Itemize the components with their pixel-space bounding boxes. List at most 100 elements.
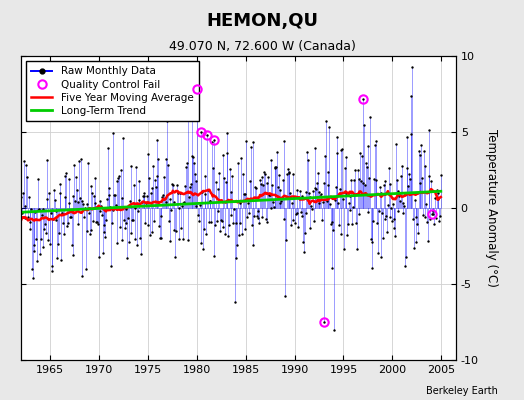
- Point: [214, 186, 223, 192]
- Point: [117, 237, 126, 244]
- Point: [114, 175, 123, 181]
- Point: [191, 202, 200, 209]
- Point: [187, 181, 195, 187]
- Point: [395, 193, 403, 200]
- Point: [407, 92, 415, 99]
- Point: [142, 200, 150, 206]
- Point: [173, 190, 182, 196]
- Point: [78, 273, 86, 280]
- Point: [246, 177, 255, 184]
- Point: [131, 204, 139, 211]
- Point: [249, 242, 258, 248]
- Point: [429, 211, 438, 218]
- Point: [103, 196, 111, 202]
- Point: [429, 208, 437, 214]
- Point: [260, 168, 268, 175]
- Point: [276, 187, 285, 194]
- Point: [210, 252, 218, 259]
- Point: [43, 196, 52, 202]
- Point: [390, 216, 399, 222]
- Point: [82, 266, 90, 272]
- Point: [422, 201, 430, 207]
- Point: [321, 153, 330, 159]
- Point: [145, 175, 154, 182]
- Point: [324, 182, 333, 188]
- Point: [281, 293, 289, 299]
- Point: [288, 217, 297, 224]
- Point: [38, 244, 47, 250]
- Point: [193, 86, 202, 93]
- Point: [365, 175, 373, 182]
- Point: [235, 220, 244, 226]
- Point: [195, 202, 204, 208]
- Point: [169, 182, 177, 188]
- Point: [398, 199, 407, 206]
- Point: [435, 218, 443, 224]
- Point: [409, 216, 417, 222]
- Point: [234, 160, 242, 166]
- Point: [116, 166, 125, 173]
- Point: [86, 227, 95, 234]
- Point: [326, 201, 334, 207]
- Point: [396, 198, 405, 204]
- Point: [128, 217, 136, 224]
- Point: [434, 196, 443, 202]
- Point: [69, 193, 78, 200]
- Point: [336, 186, 344, 192]
- Point: [34, 176, 42, 182]
- Point: [272, 163, 280, 170]
- Point: [266, 192, 274, 198]
- Point: [316, 192, 324, 199]
- Point: [168, 181, 176, 188]
- Point: [345, 200, 353, 206]
- Point: [221, 231, 229, 238]
- Point: [372, 138, 380, 144]
- Point: [170, 226, 179, 233]
- Point: [424, 173, 433, 179]
- Point: [383, 228, 391, 235]
- Point: [83, 200, 92, 207]
- Point: [118, 194, 127, 201]
- Point: [254, 215, 263, 221]
- Point: [376, 184, 384, 190]
- Point: [231, 299, 239, 305]
- Point: [179, 200, 187, 206]
- Point: [107, 220, 116, 226]
- Point: [250, 213, 258, 220]
- Point: [46, 240, 54, 247]
- Point: [122, 220, 130, 226]
- Point: [361, 182, 369, 188]
- Point: [330, 326, 339, 333]
- Point: [183, 102, 192, 108]
- Point: [285, 169, 293, 176]
- Point: [401, 254, 410, 261]
- Point: [34, 207, 42, 214]
- Point: [326, 221, 335, 227]
- Point: [196, 129, 205, 135]
- Point: [19, 189, 27, 196]
- Point: [297, 209, 305, 215]
- Point: [307, 225, 315, 231]
- Point: [148, 185, 157, 192]
- Point: [367, 239, 376, 245]
- Point: [31, 209, 39, 215]
- Point: [64, 200, 73, 206]
- Point: [226, 166, 234, 172]
- Point: [261, 171, 269, 177]
- Point: [210, 136, 219, 143]
- Point: [389, 201, 397, 207]
- Point: [62, 170, 70, 176]
- Point: [166, 238, 174, 245]
- Point: [397, 173, 405, 180]
- Point: [58, 210, 66, 216]
- Point: [359, 95, 368, 102]
- Point: [79, 201, 88, 208]
- Point: [338, 146, 346, 152]
- Point: [167, 207, 176, 213]
- Point: [436, 213, 444, 220]
- Point: [296, 188, 304, 194]
- Point: [63, 223, 71, 230]
- Point: [319, 180, 328, 186]
- Point: [329, 227, 337, 234]
- Point: [227, 188, 236, 195]
